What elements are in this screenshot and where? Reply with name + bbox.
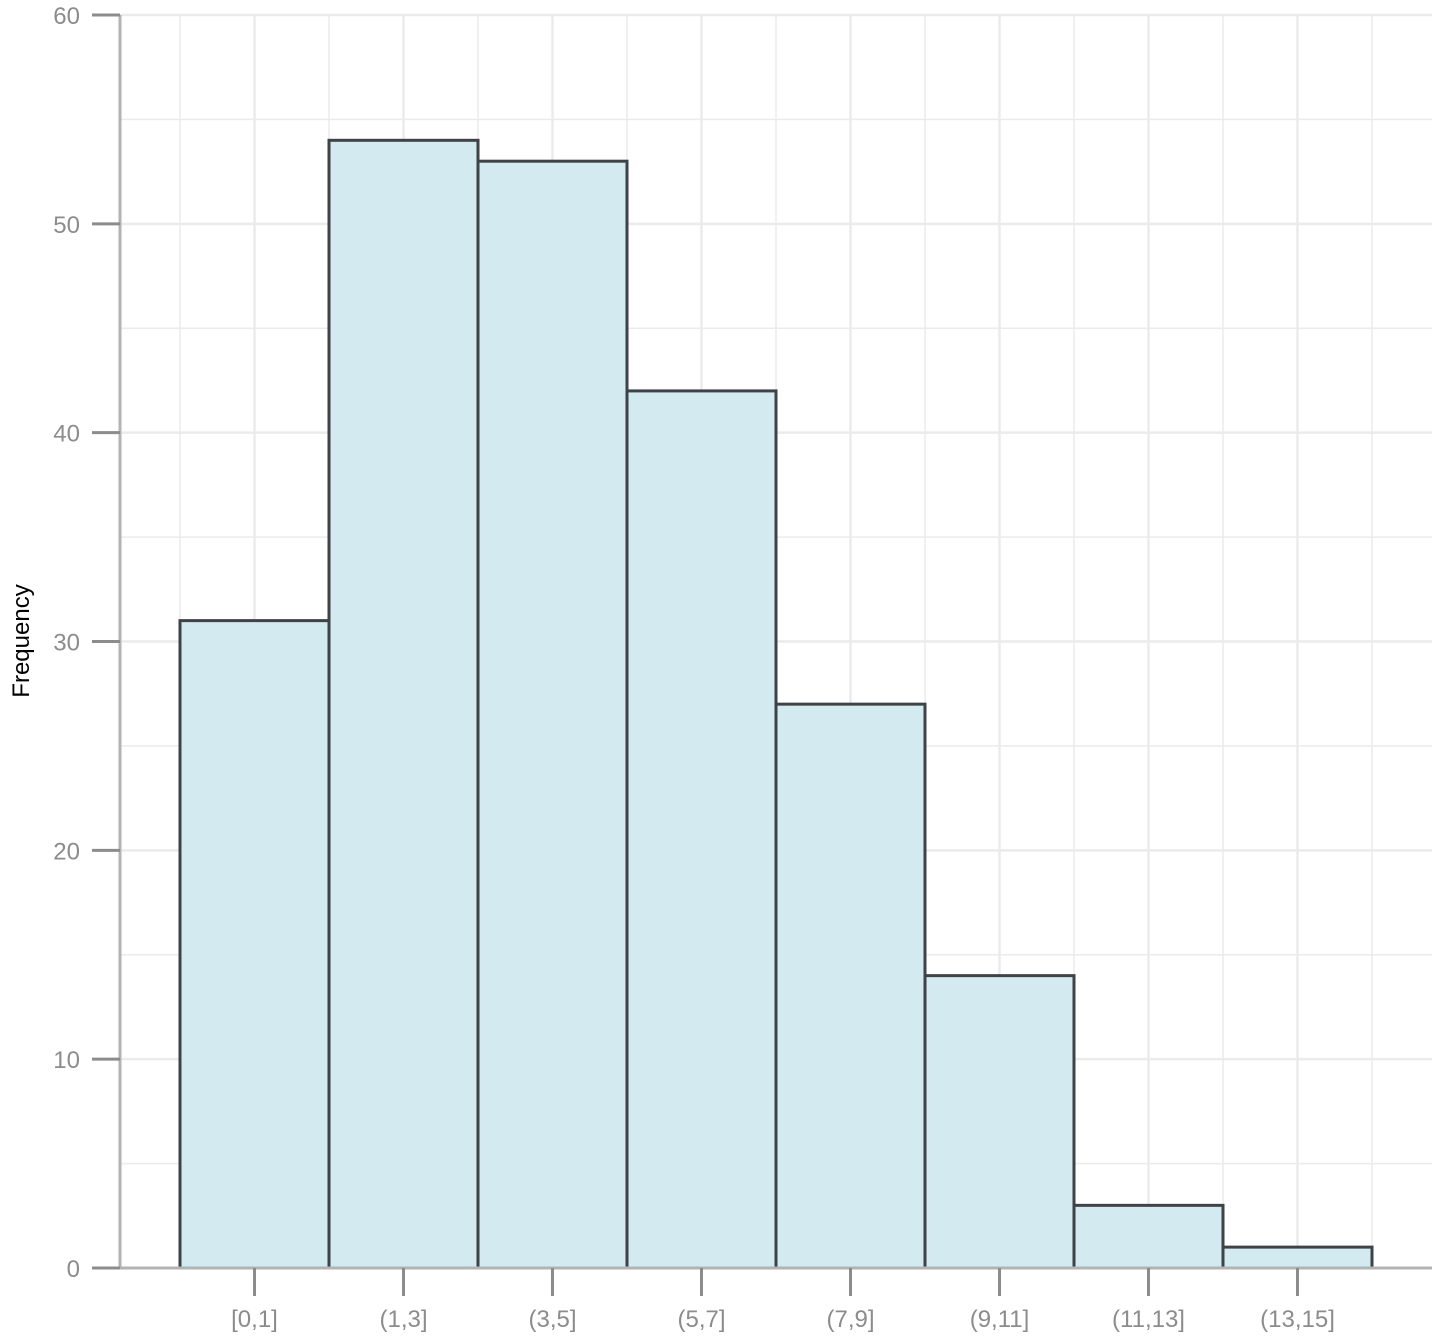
- bars: [178, 138, 1374, 1270]
- x-tick-label: (3,5]: [528, 1306, 576, 1333]
- axes: [92, 13, 1432, 1296]
- x-tick-label: (11,13]: [1112, 1306, 1185, 1333]
- histogram-bar: [774, 702, 927, 1270]
- x-tick-label: (7,9]: [826, 1306, 874, 1333]
- x-tick-label: (9,11]: [970, 1306, 1030, 1333]
- y-tick-label: 30: [53, 630, 80, 657]
- x-tick-label: (5,7]: [677, 1306, 725, 1333]
- x-tick-label: (13,15]: [1260, 1306, 1335, 1333]
- x-tick-label: (1,3]: [379, 1306, 427, 1333]
- y-tick-label: 40: [53, 421, 80, 448]
- histogram-bar: [178, 619, 331, 1270]
- y-tick-label: 10: [53, 1047, 80, 1074]
- histogram-bar: [327, 138, 480, 1270]
- y-axis-title: Frequency: [8, 584, 35, 697]
- y-tick-label: 50: [53, 212, 80, 239]
- y-tick-label: 20: [53, 838, 80, 865]
- x-tick-label: [0,1]: [231, 1306, 278, 1333]
- y-tick-label: 60: [53, 3, 80, 30]
- histogram-bar: [476, 159, 629, 1270]
- tick-labels: 0 10 20 30 40 50 60 [0,1] (1,3] (3,5] (5,7] (7,9] (9…: [53, 3, 1335, 1333]
- histogram-bar: [1072, 1203, 1225, 1270]
- histogram-bar: [1221, 1245, 1374, 1270]
- histogram-bar: [923, 974, 1076, 1270]
- y-tick-label: 0: [67, 1256, 80, 1283]
- histogram-bar: [625, 389, 778, 1270]
